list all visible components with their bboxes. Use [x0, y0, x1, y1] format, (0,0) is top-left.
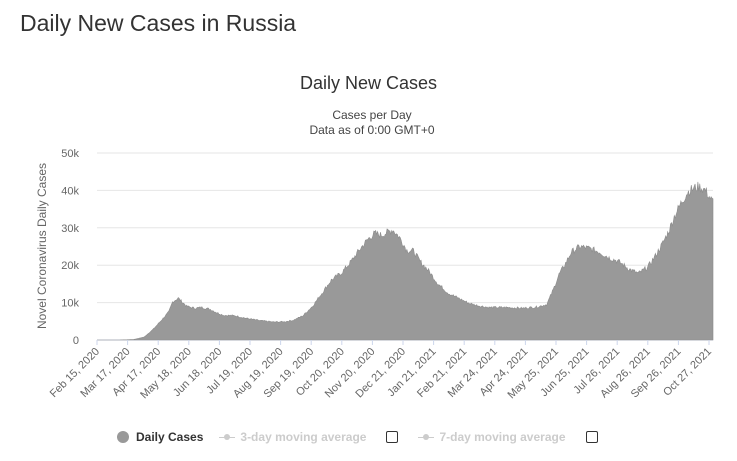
y-tick-label: 40k [61, 185, 79, 197]
legend-label-daily-cases: Daily Cases [136, 430, 204, 444]
chart-subtitle-line-2: Data as of 0:00 GMT+0 [309, 123, 435, 137]
daily-cases-area[interactable] [97, 181, 714, 341]
line-marker-icon [418, 432, 435, 442]
chart-subtitle-line-1: Cases per Day [332, 108, 412, 122]
page-title: Daily New Cases in Russia [20, 10, 297, 36]
y-tick-label: 0 [73, 335, 79, 347]
legend-7day-average[interactable]: 7-day moving average [418, 430, 601, 444]
legend-label-3day: 3-day moving average [240, 430, 367, 444]
y-tick-label: 10k [61, 298, 79, 310]
y-axis-ticks: 0 10k 20k 30k 40k 50k [61, 148, 79, 347]
chart-title: Daily New Cases [299, 73, 438, 93]
y-tick-label: 30k [61, 223, 79, 235]
legend-label-7day: 7-day moving average [439, 430, 566, 444]
line-marker-icon [219, 432, 236, 442]
legend-3day-average[interactable]: 3-day moving average [219, 430, 402, 444]
legend: Daily Cases 3-day moving average 7-day m… [117, 429, 618, 445]
y-tick-label: 50k [61, 148, 79, 160]
y-axis-label: Novel Coronavirus Daily Cases [35, 163, 49, 329]
y-tick-label: 20k [61, 260, 79, 272]
chart-subtitle: Cases per Day Data as of 0:00 GMT+0 [0, 108, 737, 138]
legend-daily-cases[interactable]: Daily Cases [117, 430, 203, 444]
7day-average-checkbox[interactable] [585, 431, 598, 443]
circle-icon [117, 431, 129, 443]
3day-average-checkbox[interactable] [386, 431, 399, 443]
